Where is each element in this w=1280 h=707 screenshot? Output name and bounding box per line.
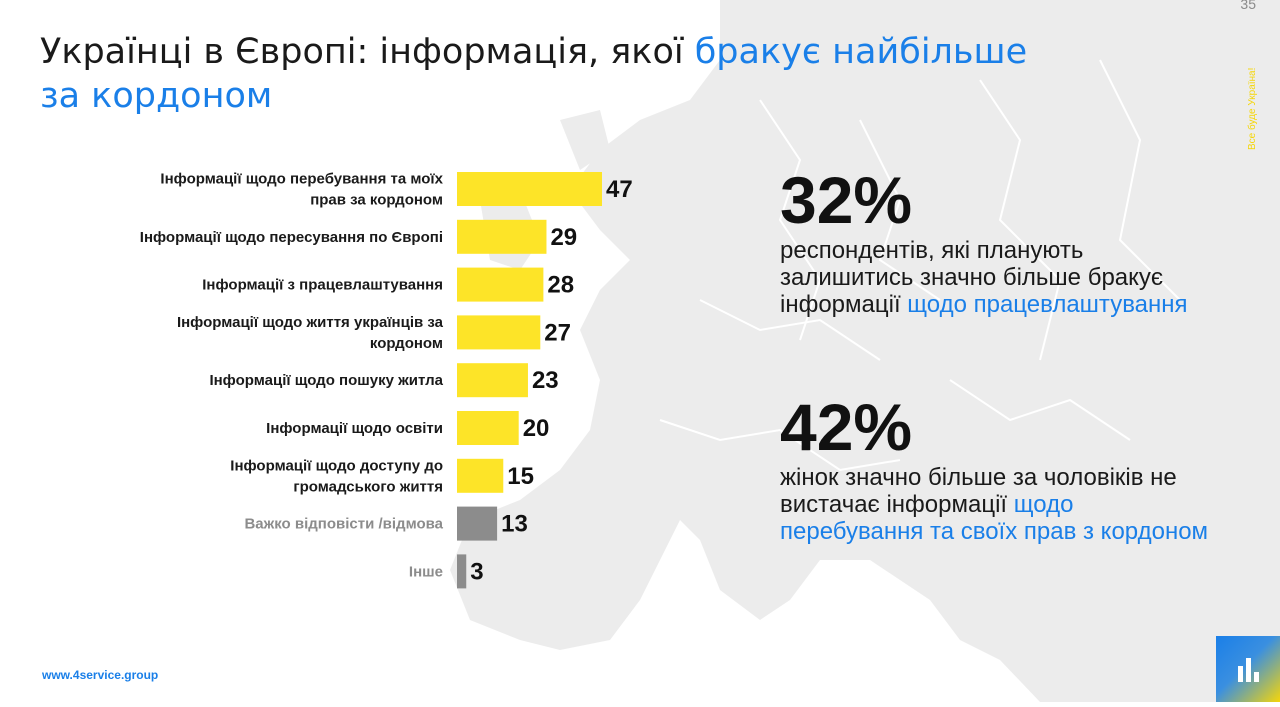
bar-chart: 47 Інформації щодо перебування та моїх пра…	[140, 171, 633, 589]
bar-category-label: Важко відповісти /відмова	[244, 516, 443, 533]
stat-description: респондентів, які планують залишитись зн…	[780, 237, 1220, 318]
bar-category-label-line: кордоном	[370, 335, 443, 352]
bar	[457, 554, 467, 589]
stat-description-accent: щодо працевлаштування	[907, 291, 1188, 318]
stat-block-employment: 32% респондентів, які планують залишитис…	[780, 165, 1220, 318]
bar-value-label: 28	[547, 272, 574, 299]
bar	[457, 363, 528, 398]
bar-category-label: Інформації щодо перебування та моїх прав …	[160, 171, 443, 209]
bar-value-label: 29	[550, 224, 577, 251]
bar-value-label: 3	[470, 558, 483, 585]
bar-category-label-line: Інше	[409, 563, 443, 580]
bar-category-label-line: Інформації щодо перебування та моїх	[160, 171, 443, 188]
stat-value: 32%	[780, 163, 913, 237]
title-text: Українці в Європі: інформація, якої	[40, 32, 695, 72]
stat-description-text: респондентів, які планують залишитись зн…	[780, 237, 1164, 318]
bar-category-label: Інформації щодо доступу до громадського ж…	[230, 457, 443, 495]
slogan-text: Все буде Україна!	[1247, 67, 1258, 150]
bar-category-label-line: прав за кордоном	[310, 192, 443, 209]
bar-value-label: 23	[532, 367, 559, 394]
bar-category-label-line: Інформації щодо життя українців за	[177, 314, 444, 331]
bar-category-label-line: Інформації щодо пошуку житла	[209, 372, 443, 389]
bar	[457, 315, 541, 350]
bar-chart-logo-icon	[1216, 636, 1280, 702]
bar	[457, 458, 504, 493]
page-title: Українці в Європі: інформація, якої брак…	[40, 30, 1090, 118]
bar-category-label: Інформації з працевлаштування	[202, 277, 443, 294]
stat-value: 42%	[780, 390, 913, 464]
bar-category-label-line: Інформації щодо доступу до	[230, 457, 443, 474]
bar	[457, 172, 602, 206]
bar-value-label: 47	[606, 176, 633, 203]
bar-value-label: 20	[523, 415, 550, 442]
page-number: 35	[1240, 0, 1256, 12]
bar	[457, 506, 498, 541]
bar-value-label: 15	[507, 463, 534, 490]
bar-value-label: 13	[501, 511, 528, 538]
bar	[457, 267, 544, 302]
stat-description-accent: щодо перебування та своїх прав з кордоно…	[780, 491, 1209, 545]
bar-category-label: Інформації щодо освіти	[266, 420, 443, 437]
title-accent-line1: бракує найбільше	[694, 32, 1028, 72]
bar-category-label: Інформації щодо життя українців за кордон…	[177, 314, 444, 352]
bar-category-label-line: Інформації щодо пересування по Європі	[140, 229, 443, 246]
bar-category-label-line: Інформації щодо освіти	[266, 420, 443, 437]
website-link[interactable]: www.4service.group	[42, 668, 159, 682]
title-accent-line2: за кордоном	[40, 76, 273, 116]
stat-description: жінок значно більше за чоловіків не вист…	[780, 464, 1220, 545]
bar-category-label: Інформації щодо пересування по Європі	[140, 229, 443, 246]
bar-category-label-line: Важко відповісти /відмова	[244, 516, 443, 533]
bar	[457, 219, 547, 254]
bar-value-label: 27	[544, 319, 571, 346]
bar-category-label-line: громадського життя	[293, 478, 443, 495]
bar	[457, 411, 519, 445]
bar-category-label-line: Інформації з працевлаштування	[202, 277, 443, 294]
bar-category-label: Інформації щодо пошуку житла	[209, 372, 443, 389]
stat-description-text: жінок значно більше за чоловіків не вист…	[780, 464, 1177, 518]
bar-category-label: Інше	[409, 563, 443, 580]
stat-block-women: 42% жінок значно більше за чоловіків не …	[780, 392, 1220, 545]
